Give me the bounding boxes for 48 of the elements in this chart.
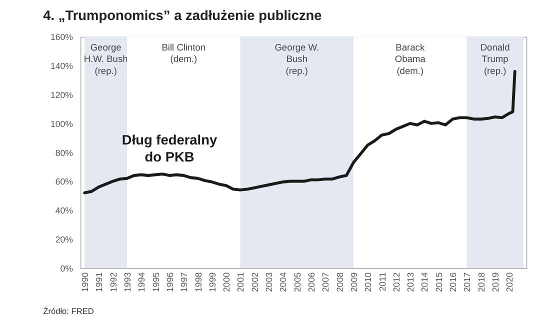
x-tick-label: 2015	[434, 272, 444, 292]
x-tick-label: 2006	[306, 272, 316, 292]
x-tick-label: 2016	[448, 272, 458, 292]
y-tick-label: 140%	[50, 61, 74, 72]
x-tick-label: 2005	[292, 272, 302, 292]
x-tick-label: 2001	[236, 272, 246, 292]
x-tick-label: 1995	[150, 272, 161, 292]
x-tick-label: 2018	[476, 272, 486, 292]
x-tick-label: 2013	[406, 272, 416, 292]
x-tick-label: 1996	[164, 272, 175, 292]
x-tick-label: 2003	[264, 272, 274, 292]
band-label: Bill Clinton (dem.)	[162, 42, 206, 64]
x-tick-label: 2004	[278, 272, 288, 292]
x-tick-label: 1992	[108, 272, 118, 292]
text: Źródło: FRED	[43, 306, 94, 316]
x-tick-label: 2008	[334, 272, 345, 292]
x-tick-label: 2009	[348, 272, 359, 292]
x-tick-label: 1991	[94, 272, 104, 292]
x-tick-label: 2019	[490, 272, 500, 292]
x-tick-label: 2020	[504, 272, 515, 292]
x-tick-label: 2000	[222, 272, 232, 292]
y-tick-label: 20%	[55, 234, 74, 244]
x-tick-label: 1997	[179, 272, 190, 292]
y-tick-label: 80%	[55, 148, 74, 158]
y-tick-label: 120%	[50, 90, 74, 100]
band-label: George H.W. Bush (rep.)	[84, 42, 128, 76]
y-tick-label: 160%	[50, 32, 74, 42]
x-tick-label: 2012	[391, 272, 402, 292]
band-label: Donald Trump (rep.)	[480, 42, 510, 76]
y-tick-label: 100%	[50, 118, 74, 129]
band-label: George W. Bush (rep.)	[274, 42, 320, 76]
annotation: Dług federalny do PKB	[122, 132, 218, 164]
chart-title: 4. „Trumponomics” a zadłużenie publiczne	[43, 8, 322, 24]
x-tick-label: 2010	[363, 272, 374, 292]
x-tick-label: 2017	[462, 272, 472, 292]
x-tick-label: 2007	[320, 272, 331, 292]
y-tick-label: 40%	[55, 206, 74, 216]
y-tick-label: 60%	[55, 176, 74, 187]
x-tick-label: 1993	[122, 272, 132, 292]
x-tick-label: 1998	[193, 272, 204, 292]
y-tick-label: 0%	[60, 263, 74, 274]
x-tick-label: 2014	[420, 272, 430, 292]
x-tick-label: 2002	[250, 272, 260, 292]
x-tick-label: 1990	[80, 272, 90, 292]
band-label: Barack Obama (dem.)	[394, 42, 426, 76]
x-tick-label: 2011	[377, 272, 388, 292]
x-tick-label: 1994	[136, 272, 147, 292]
x-tick-label: 1999	[207, 272, 218, 292]
